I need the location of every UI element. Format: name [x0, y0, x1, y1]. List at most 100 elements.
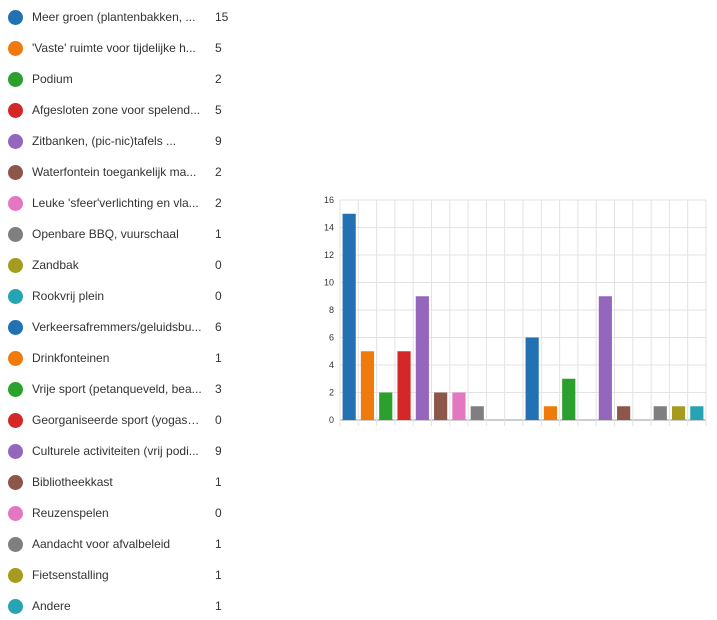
legend-count: 6 [215, 320, 222, 334]
legend-label: Verkeersafremmers/geluidsbu... [32, 320, 202, 334]
legend-label: Zitbanken, (pic-nic)tafels ... [32, 134, 177, 148]
legend-color-dot [8, 258, 23, 273]
legend-color-dot [8, 475, 23, 490]
legend-color-dot [8, 134, 23, 149]
bar[interactable] [434, 392, 448, 421]
legend-item: Fietsenstalling 1 [0, 558, 240, 589]
legend-color-dot [8, 444, 23, 459]
legend-item: Bibliotheekkast 1 [0, 465, 240, 496]
legend-label: Afgesloten zone voor spelend... [32, 103, 201, 117]
legend-label: Bibliotheekkast [32, 475, 113, 489]
legend-count: 1 [215, 599, 222, 613]
bar-chart: 0 2 4 6 8 10 12 14 16 [324, 195, 707, 426]
bar[interactable] [470, 406, 484, 420]
legend-count: 2 [215, 165, 222, 179]
legend-color-dot [8, 320, 23, 335]
bar[interactable] [562, 378, 576, 420]
bar[interactable] [525, 337, 539, 421]
bar[interactable] [342, 213, 356, 420]
legend-item: Waterfontein toegankelijk ma... 2 [0, 155, 240, 186]
legend-count: 0 [215, 506, 222, 520]
bar[interactable] [379, 392, 393, 421]
legend-color-dot [8, 41, 23, 56]
legend-count: 3 [215, 382, 222, 396]
legend-count: 2 [215, 72, 222, 86]
legend-label: Leuke 'sfeer'verlichting en vla... [32, 196, 199, 210]
bar[interactable] [415, 296, 429, 420]
bar[interactable] [452, 392, 466, 421]
legend-count: 9 [215, 134, 222, 148]
legend-color-dot [8, 351, 23, 366]
bar[interactable] [690, 406, 704, 420]
legend-item: Podium 2 [0, 62, 240, 93]
legend-count: 1 [215, 568, 222, 582]
legend-count: 5 [215, 41, 222, 55]
legend-color-dot [8, 72, 23, 87]
legend-item: Andere 1 [0, 589, 240, 620]
legend-count: 2 [215, 196, 222, 210]
legend-count: 9 [215, 444, 222, 458]
legend-count: 1 [215, 475, 222, 489]
legend-item: Zitbanken, (pic-nic)tafels ... 9 [0, 124, 240, 155]
legend-item: Afgesloten zone voor spelend... 5 [0, 93, 240, 124]
legend-item: Georganiseerde sport (yogase... 0 [0, 403, 240, 434]
legend-color-dot [8, 506, 23, 521]
y-tick-label: 12 [324, 250, 334, 260]
y-tick-label: 8 [329, 305, 334, 315]
y-tick-label: 14 [324, 223, 334, 233]
legend-color-dot [8, 382, 23, 397]
legend-count: 0 [215, 289, 222, 303]
legend-color-dot [8, 537, 23, 552]
legend-item: Meer groen (plantenbakken, ... 15 [0, 0, 240, 31]
legend-label: Drinkfonteinen [32, 351, 110, 365]
legend-count: 1 [215, 537, 222, 551]
legend-label: Andere [32, 599, 71, 613]
bar[interactable] [671, 406, 686, 420]
legend-label: Aandacht voor afvalbeleid [32, 537, 171, 551]
legend-color-dot [8, 289, 23, 304]
y-tick-label: 0 [329, 415, 334, 425]
legend-count: 0 [215, 258, 222, 272]
legend-color-dot [8, 196, 23, 211]
bar[interactable] [543, 406, 558, 420]
legend-color-dot [8, 599, 23, 614]
legend-item: Verkeersafremmers/geluidsbu... 6 [0, 310, 240, 341]
bar[interactable] [653, 406, 667, 420]
legend-item: Drinkfonteinen 1 [0, 341, 240, 372]
y-tick-label: 2 [329, 388, 334, 398]
legend-color-dot [8, 227, 23, 242]
legend-count: 1 [215, 351, 222, 365]
legend-label: Podium [32, 72, 73, 86]
legend-item: Vrije sport (petanqueveld, bea... 3 [0, 372, 240, 403]
legend-item: Aandacht voor afvalbeleid 1 [0, 527, 240, 558]
legend-item: Openbare BBQ, vuurschaal 1 [0, 217, 240, 248]
legend-count: 5 [215, 103, 222, 117]
legend-item: Rookvrij plein 0 [0, 279, 240, 310]
legend-label: Fietsenstalling [32, 568, 109, 582]
legend-label: Reuzenspelen [32, 506, 109, 520]
legend-label: Culturele activiteiten (vrij podi... [32, 444, 199, 458]
legend-count: 1 [215, 227, 222, 241]
legend-color-dot [8, 103, 23, 118]
legend-color-dot [8, 413, 23, 428]
legend-label: Rookvrij plein [32, 289, 105, 303]
y-tick-label: 10 [324, 278, 334, 288]
legend-item: 'Vaste' ruimte voor tijdelijke h... 5 [0, 31, 240, 62]
bar[interactable] [397, 351, 411, 420]
legend-item: Reuzenspelen 0 [0, 496, 240, 527]
legend-count: 0 [215, 413, 222, 427]
y-tick-label: 6 [329, 333, 334, 343]
legend-label: Zandbak [32, 258, 79, 272]
legend-color-dot [8, 10, 23, 25]
legend-item: Zandbak 0 [0, 248, 240, 279]
legend-label: Vrije sport (petanqueveld, bea... [32, 382, 202, 396]
legend-count: 15 [215, 10, 229, 24]
bar[interactable] [360, 351, 375, 420]
legend-item: Leuke 'sfeer'verlichting en vla... 2 [0, 186, 240, 217]
bar[interactable] [617, 406, 631, 420]
legend-color-dot [8, 165, 23, 180]
legend-label: 'Vaste' ruimte voor tijdelijke h... [32, 41, 196, 55]
bar[interactable] [598, 296, 612, 420]
legend-color-dot [8, 568, 23, 583]
legend-label: Georganiseerde sport (yogase... [32, 413, 204, 427]
